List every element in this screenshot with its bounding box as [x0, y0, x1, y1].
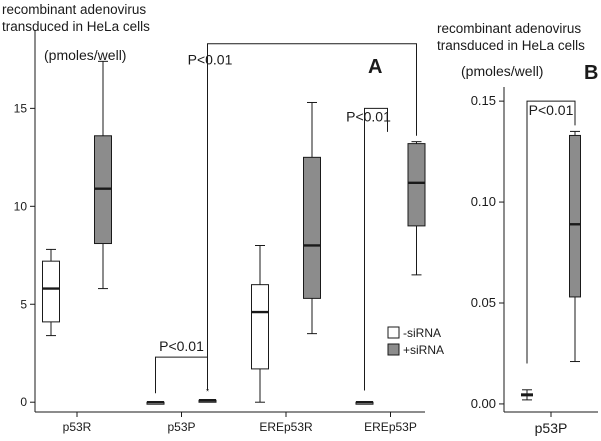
panel-a-y-tick-label: 10 — [14, 199, 28, 213]
panel-a-y-tick-label: 0 — [20, 395, 27, 409]
panel-a-pvalue-p53p-erep53p: P<0.01 — [188, 52, 233, 68]
panel-b-bracket — [526, 100, 576, 364]
panel-b-y-tick-label: 0.05 — [471, 295, 496, 310]
panel-a-plus-p53P-outlier: * — [206, 387, 209, 396]
right-caption-line2: transduced in HeLa cells — [437, 38, 585, 53]
panel-a-bracket-p53p — [155, 356, 208, 394]
panel-a-minus-EREp53R-box — [251, 284, 269, 370]
panel-b-y-tick-label: 0.10 — [471, 194, 496, 209]
legend-swatch-plus-sirna — [387, 343, 400, 356]
panel-a-y-tick-label: 5 — [20, 297, 27, 311]
panel-a-bracket-erep53p — [364, 107, 388, 391]
left-y-unit: (pmoles/well) — [44, 47, 127, 63]
panel-a-minus-p53R-box — [42, 260, 60, 323]
panel-a-x-tick-label: p53R — [63, 420, 92, 434]
panel-b-y-tick-label: 0.00 — [471, 396, 496, 411]
panel-letter-a: A — [368, 56, 383, 78]
right-caption-line1: recombinant adenovirus — [437, 21, 582, 36]
panel-a-bracket-p53p-erep53p — [207, 43, 417, 391]
panel-a-x-tick-label: p53P — [167, 420, 195, 434]
panel-a-plus-EREp53P-box — [407, 143, 426, 227]
right-y-unit: (pmoles/well) — [461, 63, 544, 79]
panel-a-pvalue-erep53p: P<0.01 — [346, 108, 391, 124]
legend-label-minus-sirna: -siRNA — [403, 326, 441, 340]
panel-letter-b: B — [584, 62, 599, 84]
panel-b-plus-p53P-box — [569, 134, 581, 298]
panel-b-pvalue: P<0.01 — [529, 102, 574, 118]
panel-a-pvalue-p53p: P<0.01 — [159, 338, 204, 354]
panel-b-y-tick-label: 0.15 — [471, 93, 496, 108]
left-caption-line2: transduced in HeLa cells — [2, 19, 150, 34]
legend-label-plus-sirna: +siRNA — [403, 343, 444, 357]
legend-swatch-minus-sirna — [387, 326, 400, 339]
panel-a-x-tick-label: EREp53P — [364, 420, 417, 434]
left-caption-line1: recombinant adenovirus — [2, 2, 147, 17]
panel-a-plus-EREp53R-box — [303, 156, 321, 299]
panel-a-x-tick-label: EREp53R — [259, 420, 313, 434]
panel-a-y-tick-label: 15 — [14, 101, 28, 115]
panel-b-x-tick-label: p53P — [535, 420, 568, 436]
